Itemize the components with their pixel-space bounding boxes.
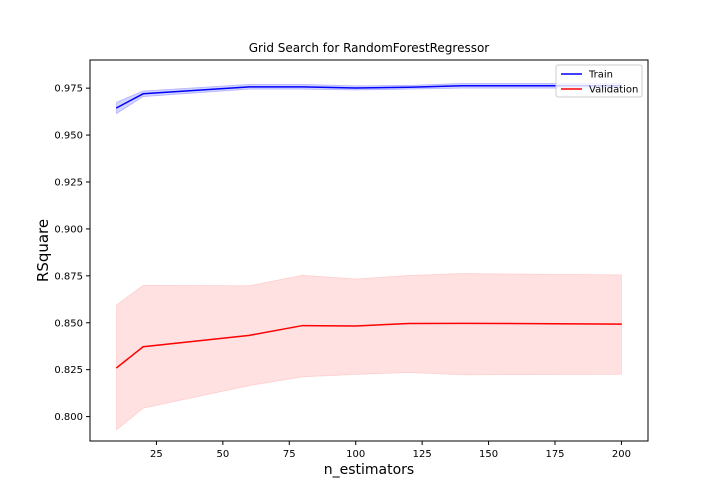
y-tick-label: 0.900: [54, 224, 83, 235]
y-axis: 0.800 0.825 0.850 0.875 0.900 0.925 0.950 0.975: [54, 84, 90, 423]
x-tick-label: 175: [545, 449, 564, 460]
validation-point: [301, 324, 304, 327]
validation-point: [355, 325, 357, 327]
x-tick-label: 50: [216, 449, 229, 460]
train-point: [355, 87, 357, 89]
confidence-bands: [116, 83, 622, 431]
train-point: [408, 86, 410, 88]
validation-point: [142, 346, 144, 348]
train-point: [461, 85, 463, 87]
train-point: [115, 107, 118, 109]
x-axis: 25 50 75 100 125 150 175 200: [150, 441, 631, 460]
x-tick-label: 200: [612, 449, 631, 460]
y-tick-label: 0.875: [54, 271, 83, 282]
train-point: [142, 93, 144, 95]
x-tick-label: 125: [413, 449, 432, 460]
y-tick-label: 0.825: [54, 365, 83, 376]
legend: Train Validation: [555, 64, 643, 98]
x-tick-label: 25: [150, 449, 163, 460]
validation-point: [248, 334, 251, 336]
x-tick-label: 75: [283, 449, 296, 460]
train-point: [301, 86, 304, 88]
legend-train-label: Train: [588, 70, 613, 81]
train-line: [116, 84, 622, 109]
chart-title: Grid Search for RandomForestRegressor: [249, 41, 490, 55]
y-tick-label: 0.950: [54, 131, 83, 142]
validation-point: [461, 322, 463, 324]
x-tick-label: 100: [346, 449, 365, 460]
x-axis-title: n_estimators: [324, 462, 414, 478]
x-tick-label: 150: [479, 449, 498, 460]
series-lines: [115, 84, 623, 369]
legend-validation-label: Validation: [589, 85, 638, 96]
y-tick-label: 0.975: [54, 84, 83, 95]
y-tick-label: 0.925: [54, 177, 83, 188]
train-point: [248, 86, 251, 88]
validation-band: [116, 273, 622, 431]
validation-line: [116, 322, 622, 369]
validation-point: [620, 323, 623, 325]
y-axis-title: RSquare: [34, 219, 52, 282]
validation-point: [115, 367, 118, 369]
y-tick-label: 0.850: [54, 318, 83, 329]
plot-frame: [89, 59, 649, 442]
y-tick-label: 0.800: [54, 412, 83, 423]
validation-point: [408, 322, 410, 325]
